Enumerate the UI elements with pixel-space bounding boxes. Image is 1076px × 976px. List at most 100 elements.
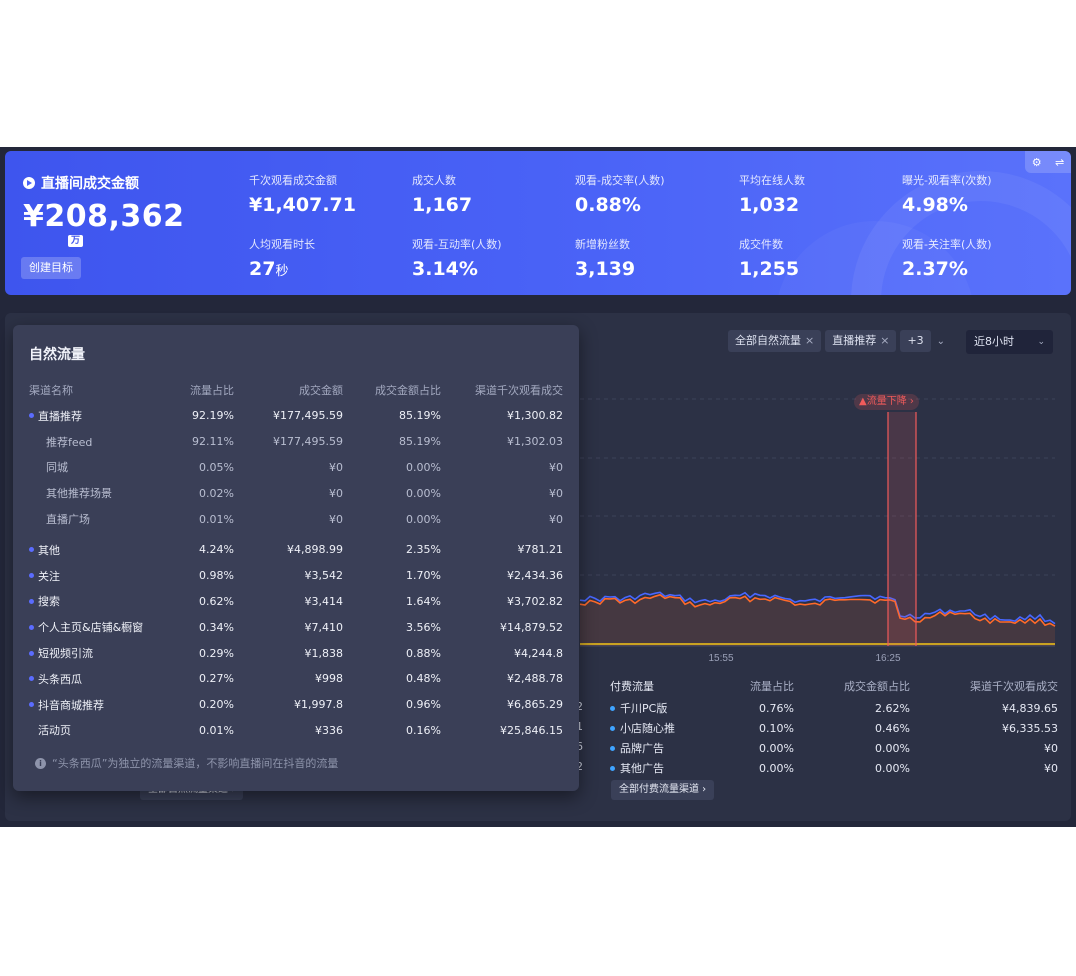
traffic-share: 92.11%: [192, 435, 234, 449]
column-header: 流量占比: [750, 680, 794, 693]
table-row[interactable]: 同城 0.05% ¥0 0.00% ¥0: [29, 455, 563, 481]
table-row[interactable]: 关注 0.98% ¥3,542 1.70% ¥2,434.36: [29, 563, 563, 589]
channel-name: 抖音商城推荐: [29, 697, 165, 713]
table-row[interactable]: 其他推荐场景 0.02% ¥0 0.00% ¥0: [29, 480, 563, 506]
traffic-share: 0.76%: [759, 701, 794, 715]
table-row[interactable]: 其他 4.24% ¥4,898.99 2.35% ¥781.21: [29, 537, 563, 563]
channel-gpm: ¥0: [549, 460, 563, 474]
kpi-number: 3.14%: [412, 258, 478, 280]
table-row[interactable]: 个人主页&店铺&橱窗 0.34% ¥7,410 3.56% ¥14,879.52: [29, 614, 563, 640]
table-row[interactable]: 头条西瓜 0.27% ¥998 0.48% ¥2,488.78: [29, 666, 563, 692]
kpi-card[interactable]: 人均观看时长 27秒: [249, 236, 409, 280]
table-header: 渠道名称 流量占比 成交金额 成交金额占比 渠道千次观看成交: [29, 377, 563, 403]
traffic-trend-chart[interactable]: 15:55 16:25: [5, 313, 1071, 673]
traffic-share: 0.29%: [199, 646, 234, 660]
channel-name: 小店随心推: [610, 720, 728, 736]
banner-tools: ⚙ ⇌: [1025, 151, 1071, 173]
gmv-share: 2.62%: [875, 701, 910, 715]
traffic-share: 0.00%: [759, 741, 794, 755]
create-target-button[interactable]: 创建目标: [21, 257, 81, 279]
table-row[interactable]: 活动页 0.01% ¥336 0.16% ¥25,846.15: [29, 718, 563, 744]
close-icon[interactable]: ×: [880, 334, 890, 347]
kpi-label: 观看-关注率(人数): [902, 238, 992, 251]
table-row[interactable]: 抖音商城推荐 0.20% ¥1,997.8 0.96% ¥6,865.29: [29, 692, 563, 718]
natural-traffic-table: 渠道名称 流量占比 成交金额 成交金额占比 渠道千次观看成交 直播推荐 92.19…: [29, 377, 563, 743]
time-range-value: 近8小时: [974, 335, 1014, 348]
kpi-card[interactable]: 曝光-观看率(次数) 4.98%: [902, 172, 1062, 216]
close-icon[interactable]: ×: [805, 334, 815, 347]
table-row[interactable]: 小店随心推 0.10% 0.46% ¥6,335.53: [610, 718, 1058, 738]
column-header: 渠道名称: [29, 384, 73, 397]
gmv-share: 0.00%: [875, 761, 910, 775]
gmv-amount: ¥1,997.8: [294, 698, 343, 712]
gmv-share: 0.96%: [406, 698, 441, 712]
kpi-card[interactable]: 成交人数 1,167: [412, 172, 572, 216]
kpi-card[interactable]: 观看-互动率(人数) 3.14%: [412, 236, 572, 280]
kpi-card[interactable]: 成交件数 1,255: [739, 236, 899, 280]
x-tick-label: 15:55: [708, 653, 733, 664]
traffic-share: 0.02%: [199, 486, 234, 500]
gmv-amount: ¥1,838: [304, 646, 344, 660]
channel-label: 其他广告: [620, 762, 664, 775]
channel-gpm: ¥781.21: [517, 543, 564, 557]
channel-name: 同城: [29, 459, 165, 475]
chevron-down-icon: ⌄: [1037, 337, 1045, 347]
channel-name: 品牌广告: [610, 740, 728, 756]
channel-gpm: ¥4,244.8: [514, 646, 563, 660]
kpi-value: 0.88%: [575, 194, 735, 216]
kpi-card[interactable]: 观看-成交率(人数) 0.88%: [575, 172, 735, 216]
channel-gpm: ¥6,335.53: [1002, 721, 1058, 735]
channel-gpm: ¥1,302.03: [507, 435, 563, 449]
channel-label: 其他推荐场景: [46, 487, 112, 501]
column-header: 渠道千次观看成交: [475, 384, 563, 397]
partial-cell: 1: [576, 720, 583, 733]
kpi-number: 0.88%: [575, 194, 641, 216]
table-row[interactable]: 直播推荐 92.19% ¥177,495.59 85.19% ¥1,300.82: [29, 403, 563, 429]
table-row[interactable]: 搜索 0.62% ¥3,414 1.64% ¥3,702.82: [29, 589, 563, 615]
table-row[interactable]: 品牌广告 0.00% 0.00% ¥0: [610, 738, 1058, 758]
kpi-card[interactable]: 平均在线人数 1,032: [739, 172, 899, 216]
all-paid-channels-link[interactable]: 全部付费流量渠道 ›: [611, 780, 715, 800]
kpi-label: 新增粉丝数: [575, 238, 630, 251]
kpi-card[interactable]: 新增粉丝数 3,139: [575, 236, 735, 280]
channel-label: 搜索: [38, 595, 60, 609]
bullet-icon: [29, 650, 34, 656]
kpi-card[interactable]: 千次观看成交金额 ¥1,407.71: [249, 172, 409, 216]
kpi-value: 1,032: [739, 194, 899, 216]
traffic-share: 0.10%: [759, 721, 794, 735]
channel-label: 品牌广告: [620, 742, 664, 755]
channel-gpm: ¥3,702.82: [507, 594, 563, 608]
bullet-icon: [29, 728, 34, 733]
chevron-down-icon[interactable]: ⌄: [936, 335, 946, 347]
table-row[interactable]: 千川PC版 0.76% 2.62% ¥4,839.65: [610, 698, 1058, 718]
filter-chip-more[interactable]: +3: [900, 330, 931, 352]
orange-area: [580, 594, 1055, 646]
channel-name: 直播广场: [29, 511, 165, 527]
channel-label: 直播推荐: [38, 409, 82, 423]
swap-icon[interactable]: ⇌: [1055, 155, 1065, 169]
traffic-share: 0.01%: [199, 512, 234, 526]
bullet-icon: [29, 547, 34, 553]
gear-icon[interactable]: ⚙: [1031, 155, 1042, 169]
filter-chip-all-natural[interactable]: 全部自然流量 ×: [728, 330, 822, 352]
kpi-number: 1,032: [739, 194, 800, 216]
table-row[interactable]: 其他广告 0.00% 0.00% ¥0: [610, 758, 1058, 778]
chip-label: 全部自然流量: [735, 334, 801, 347]
table-row[interactable]: 短视频引流 0.29% ¥1,838 0.88% ¥4,244.8: [29, 640, 563, 666]
gmv-amount: ¥177,495.59: [273, 409, 343, 423]
gmv-amount: ¥0: [329, 486, 343, 500]
gmv-share: 0.00%: [406, 512, 441, 526]
gmv-share: 0.00%: [406, 486, 441, 500]
gmv-share: 1.70%: [406, 569, 441, 583]
kpi-card[interactable]: 观看-关注率(人数) 2.37%: [902, 236, 1062, 280]
filter-chip-live-recommend[interactable]: 直播推荐 ×: [825, 330, 897, 352]
time-range-select[interactable]: 近8小时 ⌄: [966, 330, 1053, 354]
gmv-amount: ¥998: [315, 672, 343, 686]
unit-badge: 万: [68, 235, 84, 247]
channel-gpm: ¥14,879.52: [500, 620, 563, 634]
kpi-value: 1,167: [412, 194, 572, 216]
table-row[interactable]: 直播广场 0.01% ¥0 0.00% ¥0: [29, 506, 563, 532]
kpi-label: 平均在线人数: [739, 174, 805, 187]
traffic-drop-alert[interactable]: ▲流量下降 ›: [854, 394, 919, 410]
table-row[interactable]: 推荐feed 92.11% ¥177,495.59 85.19% ¥1,302.03: [29, 429, 563, 455]
